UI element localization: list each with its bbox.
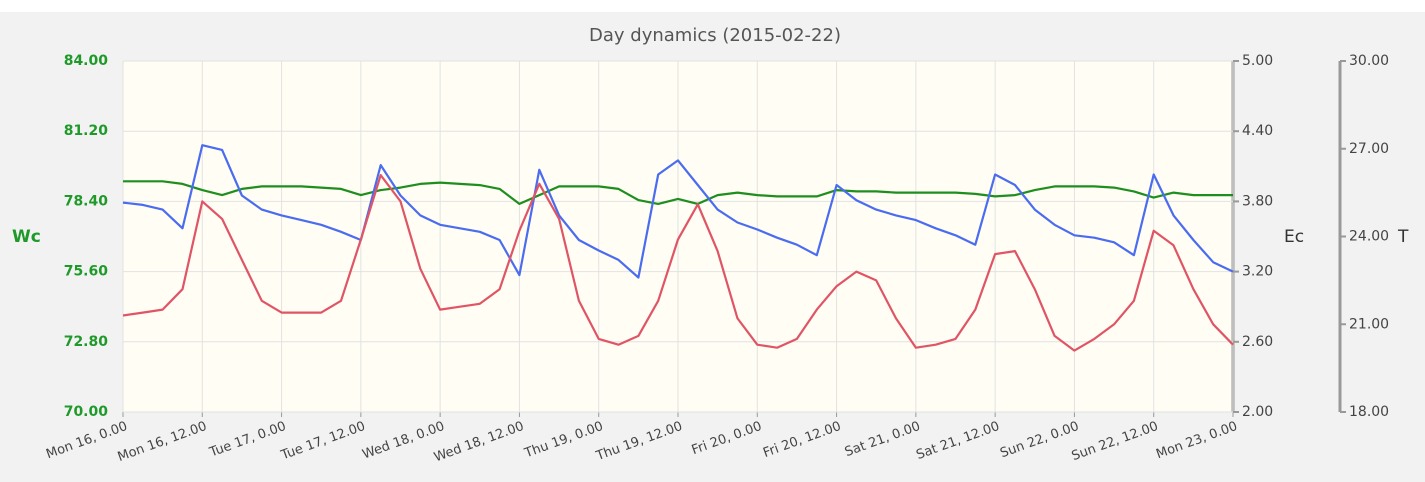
y2-tick-label: 3.80 [1242, 193, 1273, 209]
y-tick-label: 81.20 [64, 123, 109, 139]
y3-axis-title: T [1397, 227, 1409, 247]
y2-tick-label: 3.20 [1242, 264, 1273, 280]
y2-tick-label: 5.00 [1242, 53, 1273, 69]
y3-tick-label: 18.00 [1349, 404, 1389, 420]
y3-tick-label: 27.00 [1349, 141, 1389, 157]
y2-tick-label: 2.00 [1242, 404, 1273, 420]
y2-axis-title: Ec [1284, 227, 1304, 247]
y2-tick-label: 4.40 [1242, 123, 1273, 139]
y-tick-label: 78.40 [64, 193, 109, 209]
y3-tick-label: 21.00 [1349, 316, 1389, 332]
y2-tick-label: 2.60 [1242, 334, 1273, 350]
y3-tick-label: 30.00 [1349, 53, 1389, 69]
y-axis-title: Wc [12, 227, 41, 247]
y3-tick-label: 24.00 [1349, 229, 1389, 245]
y-tick-label: 75.60 [64, 264, 109, 280]
chart: Day dynamics (2015-02-22) Wc Ec T Mon 16… [0, 0, 1425, 482]
y-tick-label: 70.00 [64, 404, 109, 420]
y-tick-label: 72.80 [64, 334, 109, 350]
y-tick-label: 84.00 [64, 53, 109, 69]
chart-title: Day dynamics (2015-02-22) [589, 25, 841, 46]
